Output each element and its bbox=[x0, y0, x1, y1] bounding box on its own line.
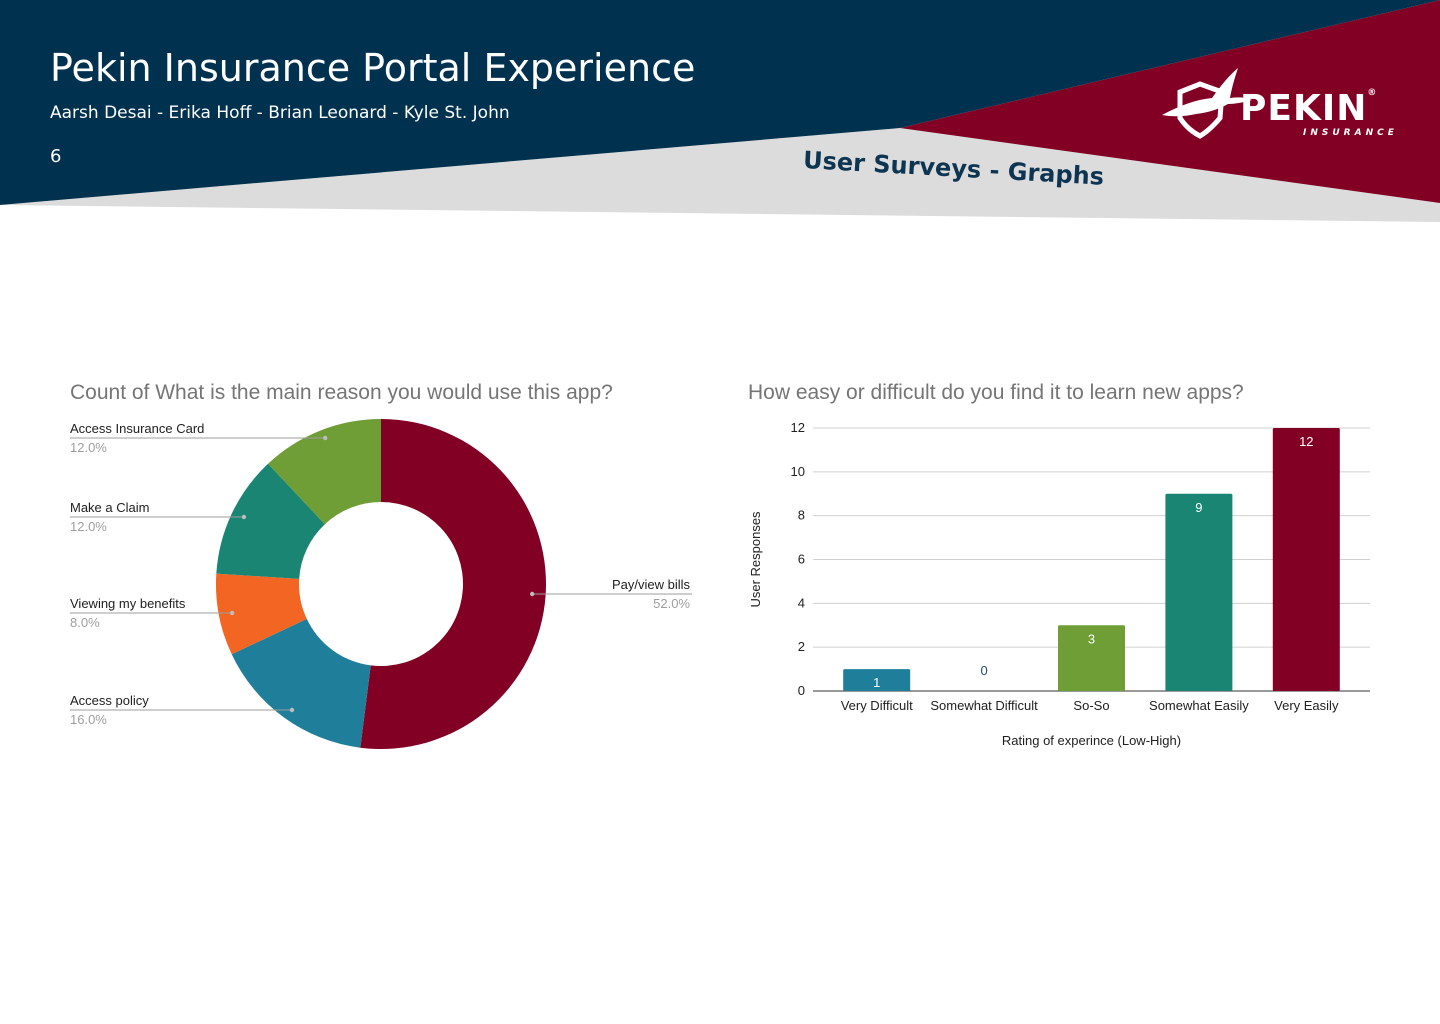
bar-very-difficult bbox=[843, 669, 911, 691]
authors-line: Aarsh Desai - Erika Hoff - Brian Leonard… bbox=[50, 103, 510, 123]
y-tick-label: 2 bbox=[798, 639, 805, 654]
bar-chart-title: How easy or difficult do you find it to … bbox=[748, 381, 1244, 404]
header-maroon-band bbox=[900, 0, 1440, 203]
page-title: Pekin Insurance Portal Experience bbox=[50, 46, 696, 90]
bar-value-label: 12 bbox=[1299, 434, 1313, 449]
pie-chart-title: Count of What is the main reason you wou… bbox=[70, 381, 613, 404]
logo-wordmark: PEKIN® bbox=[1240, 88, 1377, 129]
leader-dot-make-a-claim bbox=[241, 514, 247, 520]
pie-slice-make-a-claim bbox=[216, 463, 325, 579]
x-tick-label: Somewhat Difficult bbox=[930, 698, 1038, 713]
pie-percent-access-policy: 16.0% bbox=[70, 712, 107, 727]
pie-percent-access-insurance-card: 12.0% bbox=[70, 440, 107, 455]
bar-somewhat-easily bbox=[1165, 493, 1233, 691]
bar-value-label: 0 bbox=[980, 663, 987, 678]
pie-slice-pay-view-bills bbox=[360, 419, 546, 749]
y-axis-title: User Responses bbox=[748, 511, 763, 608]
leader-dot-pay-view-bills bbox=[530, 591, 535, 597]
leader-dot-access-insurance-card bbox=[323, 435, 328, 441]
header-gray-band bbox=[0, 0, 1440, 222]
pie-slice-access-insurance-card bbox=[268, 419, 381, 525]
logo-subtitle: INSURANCE bbox=[1303, 128, 1398, 138]
header-banner bbox=[0, 0, 1440, 222]
pie-percent-viewing-my-benefits: 8.0% bbox=[70, 615, 100, 630]
bar-value-label: 3 bbox=[1088, 631, 1095, 646]
y-tick-label: 6 bbox=[798, 552, 805, 567]
pie-label-access-policy: Access policy bbox=[70, 693, 149, 708]
y-tick-label: 12 bbox=[791, 420, 805, 435]
x-tick-label: Somewhat Easily bbox=[1149, 698, 1249, 713]
header-navy-band bbox=[0, 0, 1440, 205]
x-tick-label: Very Easily bbox=[1274, 698, 1339, 713]
donut-chart: Pay/view bills 52.0% Access policy 16.0% Vie… bbox=[70, 419, 692, 749]
bar-chart: 0 2 4 6 8 10 12 1 Very Difficult 0 Somewhat Diffic… bbox=[748, 420, 1370, 748]
pie-percent-make-a-claim: 12.0% bbox=[70, 519, 107, 534]
bar-very-easily bbox=[1272, 428, 1340, 691]
pie-label-make-a-claim: Make a Claim bbox=[70, 500, 149, 515]
pie-label-access-insurance-card: Access Insurance Card bbox=[70, 421, 204, 436]
y-tick-label: 10 bbox=[791, 464, 805, 479]
y-tick-label: 0 bbox=[798, 683, 805, 698]
pie-slice-viewing-my-benefits bbox=[215, 573, 307, 655]
x-tick-label: So-So bbox=[1073, 698, 1109, 713]
logo-word: PEKIN bbox=[1240, 88, 1368, 129]
y-tick-label: 8 bbox=[798, 508, 805, 523]
leader-dot-viewing-my-benefits bbox=[229, 610, 235, 616]
logo-registered-mark: ® bbox=[1367, 88, 1378, 98]
x-axis-title: Rating of experince (Low-High) bbox=[1002, 733, 1181, 748]
y-tick-label: 4 bbox=[798, 595, 805, 610]
bar-so-so bbox=[1058, 625, 1125, 691]
eagle-shield-icon bbox=[1162, 68, 1252, 139]
bar-value-label: 9 bbox=[1195, 500, 1202, 515]
pie-slice-access-policy bbox=[231, 618, 371, 748]
bar-value-label: 1 bbox=[873, 675, 880, 690]
pie-percent-pay-view-bills: 52.0% bbox=[653, 596, 690, 611]
x-tick-label: Very Difficult bbox=[841, 698, 913, 713]
pie-label-viewing-my-benefits: Viewing my benefits bbox=[70, 596, 186, 611]
page-number: 6 bbox=[50, 146, 62, 167]
pie-label-pay-view-bills: Pay/view bills bbox=[612, 577, 691, 592]
leader-dot-access-policy bbox=[289, 707, 295, 713]
